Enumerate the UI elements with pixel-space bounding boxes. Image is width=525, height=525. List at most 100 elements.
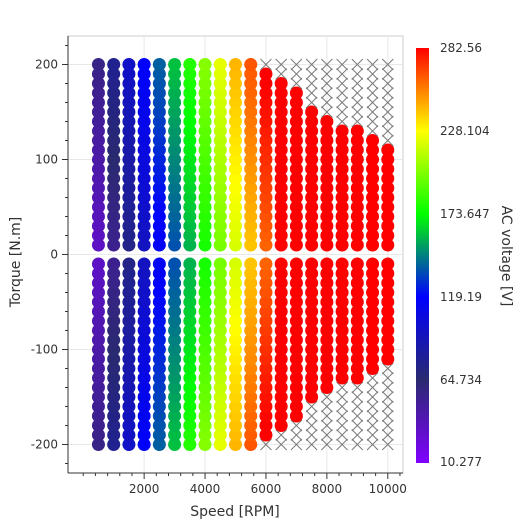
feasible-point	[137, 362, 151, 375]
infeasible-point-stroke	[336, 68, 348, 80]
feasible-point	[198, 238, 212, 252]
infeasible-point-stroke	[381, 96, 394, 109]
feasible-point	[229, 181, 242, 195]
feasible-point	[335, 343, 349, 356]
infeasible-point	[351, 400, 364, 413]
feasible-point	[366, 172, 380, 185]
feasible-point	[107, 343, 121, 356]
feasible-point	[350, 362, 364, 375]
infeasible-point-stroke	[336, 438, 348, 451]
infeasible-point-stroke	[351, 381, 364, 394]
feasible-point	[350, 191, 364, 204]
feasible-point	[198, 400, 212, 413]
feasible-point	[229, 381, 242, 394]
feasible-point	[213, 352, 227, 366]
feasible-point	[107, 153, 121, 166]
infeasible-point-stroke	[321, 106, 333, 118]
feasible-point	[289, 229, 303, 242]
feasible-point	[274, 96, 288, 109]
feasible-point	[305, 134, 319, 147]
infeasible-point-stroke	[381, 381, 394, 394]
feasible-point	[137, 438, 151, 451]
y-tick-label: 0	[50, 248, 58, 262]
feasible-point	[274, 134, 288, 147]
feasible-point	[137, 86, 151, 100]
feasible-point	[122, 257, 136, 271]
feasible-point	[244, 58, 258, 71]
infeasible-point	[321, 77, 333, 90]
feasible-point	[107, 276, 121, 290]
feasible-point	[213, 210, 227, 223]
feasible-point	[91, 219, 105, 233]
feasible-point	[289, 210, 303, 223]
infeasible-point	[366, 87, 379, 99]
feasible-point	[213, 153, 227, 166]
feasible-point	[168, 267, 182, 280]
feasible-point	[381, 200, 395, 214]
feasible-point	[213, 58, 227, 71]
feasible-point	[183, 58, 197, 71]
feasible-point	[274, 267, 288, 280]
feasible-point	[213, 305, 227, 318]
feasible-point	[107, 210, 121, 223]
feasible-point	[91, 77, 105, 90]
feasible-point	[183, 428, 197, 442]
feasible-point	[274, 162, 288, 176]
feasible-point	[366, 276, 380, 290]
infeasible-point	[381, 381, 394, 394]
feasible-point	[137, 134, 151, 147]
feasible-point	[366, 200, 380, 214]
infeasible-point	[366, 400, 379, 413]
feasible-point	[366, 295, 380, 309]
feasible-point	[381, 172, 395, 185]
feasible-point	[168, 371, 182, 385]
feasible-point	[305, 371, 319, 385]
feasible-point	[91, 438, 105, 451]
feasible-point	[229, 210, 242, 223]
feasible-point	[91, 143, 105, 157]
feasible-point	[168, 286, 182, 299]
feasible-point	[183, 191, 197, 204]
feasible-point	[168, 409, 182, 423]
feasible-point	[122, 314, 136, 328]
feasible-point	[289, 390, 303, 404]
feasible-point	[274, 172, 288, 185]
feasible-point	[122, 115, 136, 128]
infeasible-point	[366, 391, 379, 403]
feasible-point	[213, 124, 227, 138]
x-tick-label: 6000	[251, 482, 282, 496]
feasible-point	[168, 314, 182, 328]
feasible-point	[168, 58, 182, 71]
feasible-point	[229, 162, 242, 176]
feasible-point	[91, 191, 105, 204]
infeasible-point	[381, 419, 394, 432]
feasible-point	[274, 409, 288, 423]
feasible-point	[259, 219, 273, 233]
feasible-point	[350, 295, 364, 309]
feasible-point	[350, 238, 364, 252]
feasible-point	[107, 295, 121, 309]
feasible-point	[122, 324, 136, 337]
feasible-point	[213, 134, 227, 147]
feasible-point	[213, 286, 227, 299]
feasible-point	[244, 400, 258, 413]
feasible-point	[335, 200, 349, 214]
infeasible-point-stroke	[366, 77, 379, 90]
feasible-point	[320, 343, 334, 356]
feasible-point	[305, 343, 319, 356]
feasible-point	[320, 333, 334, 347]
feasible-point	[198, 305, 212, 318]
feasible-point	[366, 153, 380, 166]
feasible-point	[335, 305, 349, 318]
feasible-point	[229, 172, 242, 185]
infeasible-point	[351, 429, 364, 441]
feasible-point	[259, 172, 273, 185]
feasible-point	[91, 172, 105, 185]
infeasible-point	[321, 96, 333, 109]
feasible-point	[198, 229, 212, 242]
feasible-point	[259, 229, 273, 242]
feasible-point	[198, 143, 212, 157]
feasible-point	[198, 134, 212, 147]
feasible-point	[183, 438, 197, 451]
feasible-point	[137, 343, 151, 356]
